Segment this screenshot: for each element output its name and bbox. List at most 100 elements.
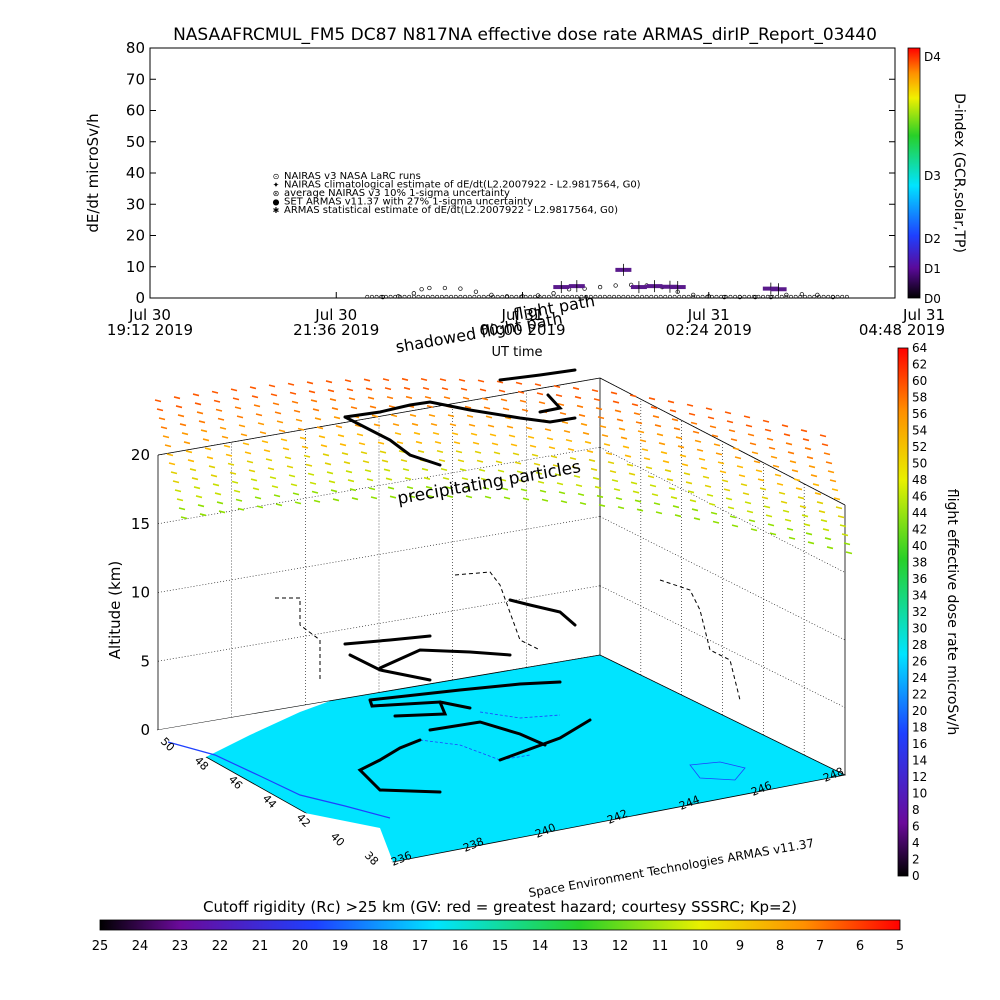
particle-mark xyxy=(810,474,818,478)
map-contour-east xyxy=(689,761,746,781)
particle-mark xyxy=(597,416,605,420)
nairas-point xyxy=(737,294,742,300)
particle-mark xyxy=(753,460,761,464)
particle-mark xyxy=(396,441,404,445)
particle-mark xyxy=(210,474,218,478)
particle-mark xyxy=(276,420,284,424)
particle-mark xyxy=(807,541,815,545)
nairas-point xyxy=(427,285,432,291)
dose-colorbar-tick-label: 32 xyxy=(912,605,927,619)
particle-mark xyxy=(311,490,319,494)
nairas-baseline-point xyxy=(486,294,491,299)
particle-mark xyxy=(364,469,372,473)
nairas-baseline-point xyxy=(812,294,817,299)
particle-mark xyxy=(818,510,826,514)
particle-mark xyxy=(706,493,714,497)
particle-mark xyxy=(652,415,660,419)
particle-mark xyxy=(738,474,746,478)
dose-colorbar-tick-label: 4 xyxy=(912,836,920,850)
particle-mark xyxy=(303,454,311,458)
particle-mark xyxy=(700,466,708,470)
legend-symbol: ✦ xyxy=(273,181,280,190)
particle-mark xyxy=(696,448,704,452)
particle-mark xyxy=(626,463,634,467)
particle-mark xyxy=(550,455,558,459)
nairas-point xyxy=(799,292,805,297)
particle-mark xyxy=(544,428,552,432)
nairas-baseline-point xyxy=(654,294,658,299)
top-x-tick-label: 19:12 2019 xyxy=(107,321,193,339)
particle-mark xyxy=(823,452,831,456)
dose-colorbar-label: flight effective dose rate microSv/h xyxy=(944,489,960,735)
dose-colorbar-tick-label: 12 xyxy=(912,770,927,784)
particle-mark xyxy=(596,494,604,498)
particle-mark xyxy=(637,430,645,434)
particle-mark xyxy=(154,399,162,403)
particle-mark xyxy=(413,431,421,435)
cutoff-rigidity-tick-label: 18 xyxy=(372,939,389,954)
particle-mark xyxy=(423,476,431,480)
particle-mark xyxy=(344,379,352,383)
particle-mark xyxy=(707,416,715,420)
particle-mark xyxy=(371,414,379,418)
particle-mark xyxy=(590,467,598,471)
particle-mark xyxy=(660,451,668,455)
particle-mark xyxy=(709,425,717,429)
particle-mark xyxy=(483,406,491,410)
particle-mark xyxy=(479,388,487,392)
top-plot-frame xyxy=(149,47,896,299)
particle-mark xyxy=(784,518,792,522)
particle-mark xyxy=(748,519,756,523)
particle-mark xyxy=(312,408,320,412)
dose-colorbar-tick-label: 64 xyxy=(912,341,927,355)
particle-mark xyxy=(402,468,410,472)
particle-mark xyxy=(464,405,472,409)
particle-mark xyxy=(498,389,506,393)
dose-colorbar-tick-label: 18 xyxy=(912,721,927,735)
cutoff-rigidity-tick-label: 10 xyxy=(692,939,709,954)
particle-mark xyxy=(447,414,455,418)
particle-mark xyxy=(292,492,300,496)
nairas-baseline-point xyxy=(686,294,691,299)
dose-colorbar-tick-label: 24 xyxy=(912,671,927,685)
particle-mark xyxy=(459,468,467,472)
particle-mark xyxy=(588,458,596,462)
particle-mark xyxy=(179,423,187,427)
particle-mark xyxy=(561,420,569,424)
altitude-tick-label: 15 xyxy=(131,515,150,533)
particle-mark xyxy=(237,507,245,511)
particle-mark xyxy=(664,469,672,473)
nairas-point xyxy=(411,291,417,296)
particle-mark xyxy=(211,390,219,394)
particle-mark xyxy=(308,390,316,394)
nairas-baseline-point xyxy=(789,294,793,299)
particle-mark xyxy=(206,456,214,460)
particle-mark xyxy=(204,447,212,451)
particle-mark xyxy=(350,406,358,410)
particle-mark xyxy=(804,447,812,451)
particle-mark xyxy=(360,451,368,455)
particle-mark xyxy=(559,411,567,415)
particle-mark xyxy=(295,418,303,422)
nairas-baseline-point xyxy=(556,294,561,299)
particle-mark xyxy=(584,440,592,444)
nairas-point xyxy=(691,292,696,298)
particle-mark xyxy=(417,449,425,453)
particle-mark xyxy=(780,500,788,504)
nairas-baseline-point xyxy=(546,294,551,299)
particle-mark xyxy=(552,464,560,468)
nairas-point xyxy=(520,294,525,299)
particle-mark xyxy=(387,486,395,490)
legend-symbol: ⊙ xyxy=(273,172,280,181)
particle-mark xyxy=(439,378,447,382)
dose-colorbar-tick-label: 30 xyxy=(912,622,927,636)
particle-mark xyxy=(808,465,816,469)
particle-mark xyxy=(742,492,750,496)
particle-mark xyxy=(460,387,468,391)
nairas-baseline-point xyxy=(835,294,840,299)
particle-mark xyxy=(736,465,744,469)
legend-symbol: ● xyxy=(273,198,280,207)
particle-mark xyxy=(470,432,478,436)
particle-mark xyxy=(614,409,622,413)
cutoff-rigidity-tick-label: 12 xyxy=(612,939,629,954)
